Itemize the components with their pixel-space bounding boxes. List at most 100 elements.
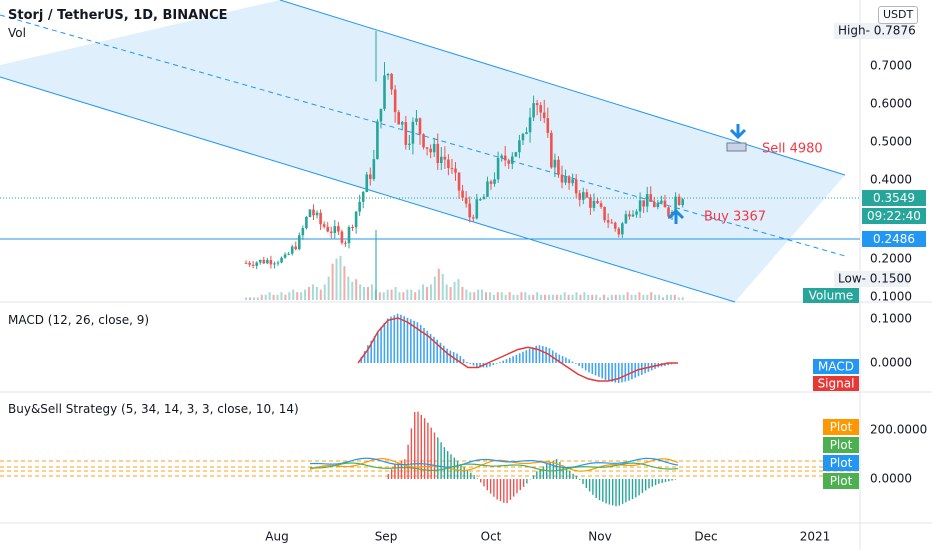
candle-body [347,227,351,243]
volume-bar [512,294,515,300]
volume-bar [551,294,554,300]
candle-body [255,262,258,266]
candle-body [429,148,432,153]
candle-body [443,156,447,160]
candle-body [400,122,404,125]
volume-bar [650,292,653,300]
volume-bar [426,287,429,300]
volume-bar [614,294,617,300]
volume-bar [626,292,629,300]
volume-bar [500,292,503,300]
candle-body [610,222,613,224]
sell-annotation: Sell 4980 [762,142,823,157]
macd-title[interactable]: MACD (12, 26, close, 9) [8,313,150,327]
candle-body [681,199,684,206]
volume-bar [453,281,456,300]
candle-body [354,211,358,228]
volume-bar [245,297,248,300]
candle-body [351,227,354,229]
candle-body [301,228,305,236]
plot-label-2: Plot [830,456,853,470]
candle-body [397,112,400,125]
candle-body [379,108,383,122]
candle-body [358,201,361,212]
strategy-title[interactable]: Buy&Sell Strategy (5, 34, 14, 3, 3, clos… [8,402,299,416]
volume-bar [359,284,362,300]
buy-arrow-head [667,208,685,220]
candle-body [457,172,461,191]
candle-body [624,214,628,224]
price-tick-2: 0.5000 [870,135,912,149]
volume-bar [422,284,425,300]
candle-body [532,103,535,118]
candle-body [638,200,642,212]
signal-line [357,317,678,382]
strategy-tick-1: 0.0000 [870,472,912,486]
volume-bar [662,297,665,300]
candle-body [251,264,255,266]
volume-bar [504,294,507,300]
volume-bar [410,289,413,300]
chart-title: Storj / TetherUS, 1D, BINANCE [8,8,228,23]
plot-label-3-bg [823,473,859,489]
volume-bar [402,292,405,300]
volume-bar [516,294,519,300]
volume-bar [339,255,342,300]
candle-body [287,253,290,255]
buy-annotation: Buy 3367 [704,210,766,225]
volume-bar [673,294,676,300]
candle-body [503,155,507,161]
candle-body [674,196,677,212]
volume-bar [544,294,547,300]
x-label-sep: Sep [375,530,398,544]
volume-bar [256,297,259,300]
plot-label-3: Plot [830,474,853,488]
candle-body [493,179,496,184]
plot-label-0: Plot [830,420,853,434]
volume-bar [599,297,602,300]
candle-body [411,121,415,144]
price-tick-0: 0.7000 [870,59,912,73]
candle-body [663,200,667,208]
channel-fill [0,0,845,302]
candle-body [361,191,365,202]
volume-bar [315,287,318,300]
plot-label-1: Plot [830,438,853,452]
candle-body [344,242,347,244]
candle-body [667,207,670,217]
candle-body [546,118,550,133]
candle-body [322,224,326,227]
price-tick-1: 0.6000 [870,97,912,111]
candle-body [571,179,574,184]
candle-body [631,214,635,217]
volume-bar [296,292,299,300]
candle-body [326,226,329,232]
candle-body [507,160,511,164]
volume-bar [571,294,574,300]
candle-body [248,262,251,265]
candle-body [489,181,493,184]
volume-bar [394,287,397,300]
candle-body [440,156,443,164]
volume-indicator-label[interactable]: Vol [8,26,26,40]
volume-bar [665,294,668,300]
volume-bar [327,276,330,300]
candle-body [369,174,372,179]
channel-mid-line [0,14,846,257]
volume-bar [449,287,452,300]
candle-body [468,203,471,218]
volume-bar [547,294,550,300]
candle-body [294,246,298,250]
volume-bar [355,279,358,300]
volume-bar [335,258,338,300]
volume-bar [390,289,393,300]
volume-bar [595,294,598,300]
candle-body [340,231,344,243]
candle-body [596,200,599,204]
candle-body [305,216,308,229]
volume-bar [630,294,633,300]
currency-button[interactable]: USDT [878,6,919,24]
volume-bar [481,289,484,300]
candle-body [383,75,386,109]
